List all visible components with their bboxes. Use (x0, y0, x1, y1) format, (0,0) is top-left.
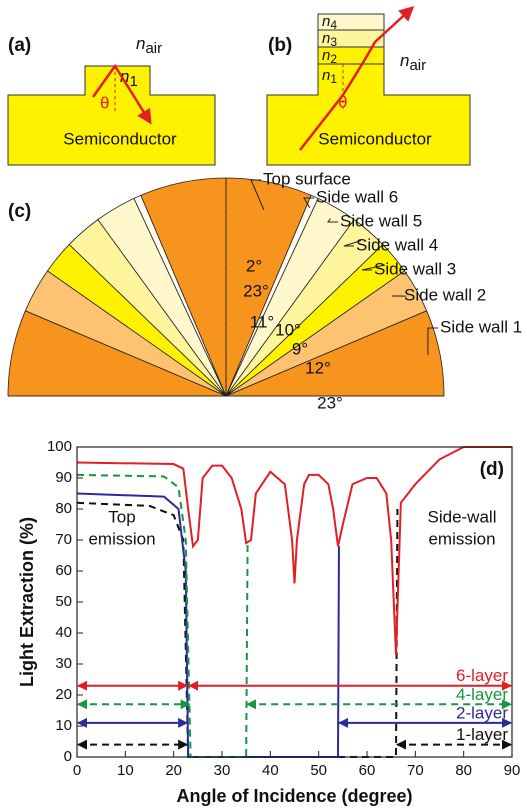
theta: θ (100, 93, 109, 112)
y-axis-title: Light Extraction (%) (17, 517, 37, 687)
series-line (76, 473, 249, 758)
y-tick-label: 100 (47, 438, 72, 455)
legend-label: 6-layer (456, 666, 508, 685)
layer-subscript: 2 (330, 52, 337, 66)
legend-label: 1-layer (456, 725, 508, 744)
series-line (76, 446, 512, 655)
panel-d: 0 10 20 30 40 50 60 70 80 90 100 0 10 20 30 40 50 60 70 80 9… (17, 438, 521, 806)
layer-symbol: n (322, 30, 330, 47)
panel-label: (a) (8, 35, 31, 56)
layer-subscript: 4 (330, 18, 337, 32)
layer-2 (317, 46, 385, 65)
leader-line (327, 218, 338, 223)
semiconductor-shape (266, 63, 471, 166)
angle-label: 23° (317, 393, 343, 412)
panel-c: (c) 23° Top surface 2° Side wall 6 11° Side w… (7, 169, 522, 412)
y-tick-label: 60 (55, 562, 72, 579)
y-tick-label: 50 (55, 593, 72, 610)
body-label: Semiconductor (63, 129, 177, 148)
panel-label: (b) (268, 35, 292, 56)
y-tick-label: 20 (55, 686, 72, 703)
y-tick-label: 10 (55, 717, 72, 734)
leader-line (250, 179, 265, 211)
x-axis-title: Angle of Incidence (degree) (176, 786, 412, 806)
sector-name: Side wall 2 (404, 285, 486, 304)
sector-name: Side wall 1 (440, 317, 522, 336)
panel-label: (d) (480, 459, 504, 480)
layer-symbol: n (322, 13, 330, 30)
ray (91, 63, 152, 125)
y-tick-label: 30 (55, 655, 72, 672)
angle-label: 10° (275, 320, 301, 339)
annotation: emission (428, 529, 495, 548)
sector-name: Side wall 5 (340, 211, 422, 230)
x-tick-label: 60 (359, 762, 376, 779)
ray (299, 5, 415, 151)
angle-label: 23° (243, 281, 269, 300)
n-air: nair (136, 34, 162, 56)
sector-name: Side wall 3 (374, 259, 456, 278)
x-tick-label: 40 (262, 762, 279, 779)
x-tick-label: 90 (504, 762, 521, 779)
panel-a: (a) nair n1 θ Semiconductor (7, 34, 216, 166)
angle-label: 2° (246, 256, 262, 275)
annotation: Top (108, 507, 135, 526)
sector-name: Top surface (263, 169, 351, 188)
y-tick-label: 90 (55, 469, 72, 486)
legend-label: 2-layer (456, 703, 508, 722)
sector-name: Side wall 4 (356, 235, 438, 254)
x-tick-label: 50 (310, 762, 327, 779)
n1: n1 (120, 67, 138, 89)
layer-label: n1 (322, 67, 337, 86)
layer-label: n2 (322, 47, 337, 66)
x-tick-label: 70 (407, 762, 424, 779)
annotation: Side-wall (428, 507, 497, 526)
leader-line (343, 240, 362, 247)
sector-name: Side wall 6 (316, 187, 398, 206)
layer-symbol: n (322, 47, 330, 64)
leader-line (361, 264, 386, 271)
theta: θ (338, 92, 347, 111)
x-tick-label: 80 (455, 762, 472, 779)
body-label: Semiconductor (318, 129, 432, 148)
plot-frame (76, 446, 513, 758)
layer-label: n4 (322, 13, 337, 32)
layer-symbol: n (322, 67, 330, 84)
semiconductor-shape (7, 65, 216, 166)
y-tick-label: 70 (55, 531, 72, 548)
x-tick-label: 10 (117, 762, 134, 779)
angle-label: 9° (292, 339, 308, 358)
leader-line (427, 327, 438, 355)
angle-label: 11° (250, 312, 274, 331)
layer-subscript: 1 (330, 72, 337, 86)
annotation: emission (88, 529, 155, 548)
leader-line (303, 197, 314, 209)
y-tick-label: 80 (55, 500, 72, 517)
layer-label: n3 (322, 30, 337, 49)
y-tick-label: 0 (64, 748, 72, 765)
panel-label: (c) (8, 201, 31, 222)
x-tick-label: 0 (73, 762, 81, 779)
x-tick-label: 30 (214, 762, 231, 779)
x-tick-label: 20 (165, 762, 182, 779)
angle-label: 12° (305, 358, 331, 377)
series-line (76, 501, 399, 758)
legend-label: 4-layer (456, 685, 508, 704)
n-air: nair (400, 51, 426, 73)
y-tick-label: 40 (55, 624, 72, 641)
layer-subscript: 3 (330, 35, 337, 49)
